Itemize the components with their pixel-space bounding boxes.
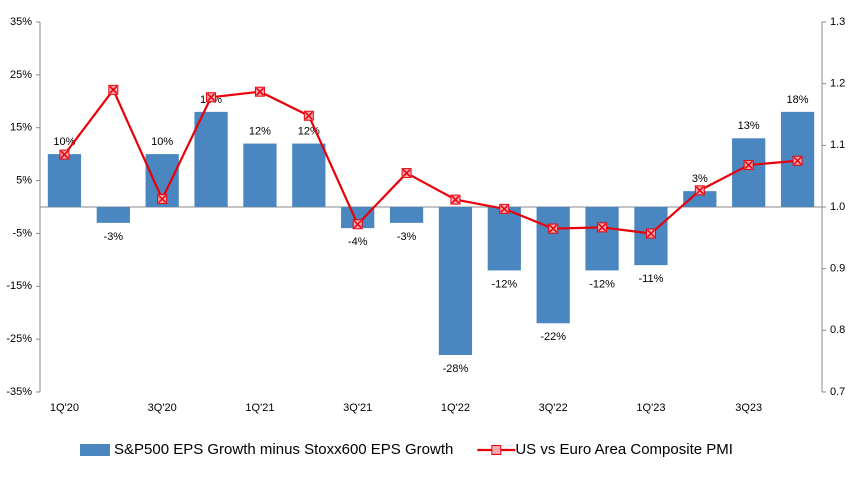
marker-cross [109, 85, 118, 94]
marker [792, 155, 803, 166]
marker [694, 185, 705, 196]
marker [597, 222, 608, 233]
x-tick-label: 1Q'23 [636, 402, 665, 414]
y-tick-label: -25% [6, 333, 32, 345]
y-tick-label: -35% [6, 386, 32, 398]
y2-tick-label: 1.3 [830, 16, 845, 28]
x-tick-label: 3Q23 [735, 402, 762, 414]
x-tick-label: 3Q'21 [343, 402, 372, 414]
marker-cross [207, 93, 216, 102]
value-label: -12% [491, 278, 517, 290]
y-tick-label: -15% [6, 280, 32, 292]
marker [450, 194, 461, 205]
bar [96, 207, 130, 223]
bar [341, 207, 375, 229]
marker [206, 92, 217, 103]
y-tick-label: 5% [16, 174, 32, 186]
marker [645, 228, 656, 239]
marker-cross [793, 156, 802, 165]
value-label: 12% [249, 125, 271, 137]
marker [548, 223, 559, 234]
marker-cross [744, 161, 753, 170]
bar [487, 207, 521, 271]
marker-cross [549, 224, 558, 233]
marker [108, 84, 119, 95]
value-label: 10% [151, 136, 173, 148]
marker [59, 149, 70, 160]
line [63, 87, 798, 235]
bar [389, 207, 424, 223]
marker-cross [353, 220, 362, 229]
y-tick-label: 15% [10, 122, 32, 134]
value-label: -11% [639, 273, 664, 285]
legend-label: S&P500 EPS Growth minus Stoxx600 EPS Gro… [114, 441, 453, 458]
value-label: -3% [104, 231, 124, 243]
y2-tick-label: 1.1 [830, 139, 845, 151]
x-tick-label: 3Q'22 [539, 402, 568, 414]
value-label: -22% [540, 331, 566, 343]
legend-swatch [80, 444, 110, 456]
value-label: 18% [787, 94, 809, 106]
y-tick-label: -5% [12, 227, 32, 239]
marker [303, 110, 314, 121]
value-label: -12% [589, 278, 615, 290]
y2-tick-label: 0.8 [830, 324, 845, 336]
bar [194, 111, 228, 207]
y2-tick-label: 0.9 [830, 263, 845, 275]
bar [683, 191, 717, 207]
marker-cross [158, 194, 167, 204]
y2-tick-label: 1.2 [830, 78, 845, 90]
y-tick-label: 35% [10, 16, 32, 28]
value-label: -4% [348, 236, 368, 248]
value-label: 10% [53, 136, 75, 148]
marker [743, 160, 754, 171]
y2-tick-label: 0.7 [830, 386, 845, 398]
marker-cross [451, 195, 460, 204]
y2-tick-label: 1.0 [830, 201, 845, 213]
value-label: -3% [397, 231, 417, 243]
bar [292, 143, 326, 207]
marker [401, 168, 412, 179]
marker [157, 193, 168, 204]
value-label: -28% [443, 363, 469, 375]
marker-cross [304, 111, 313, 120]
marker-cross [402, 169, 411, 178]
marker [254, 86, 265, 97]
x-tick-label: 1Q'20 [50, 402, 79, 414]
value-label: 3% [692, 173, 708, 185]
marker-cross [646, 229, 655, 238]
x-tick-label: 1Q'21 [245, 402, 274, 414]
legend-label: US vs Euro Area Composite PMI [515, 441, 733, 458]
x-tick-label: 3Q'20 [148, 402, 177, 414]
x-tick-label: 1Q'22 [441, 402, 470, 414]
bar [585, 207, 619, 271]
legend-marker [491, 445, 502, 455]
marker-cross [255, 87, 264, 96]
y-tick-label: 25% [10, 69, 32, 81]
marker [499, 203, 510, 214]
marker-cross [500, 204, 509, 213]
marker-cross [695, 186, 704, 195]
marker [352, 219, 363, 230]
bar [732, 138, 766, 207]
bar [438, 207, 473, 355]
bar [47, 154, 82, 207]
bar [243, 143, 277, 207]
marker-cross [60, 150, 69, 159]
marker-cross [598, 223, 607, 232]
value-label: 13% [738, 120, 760, 132]
